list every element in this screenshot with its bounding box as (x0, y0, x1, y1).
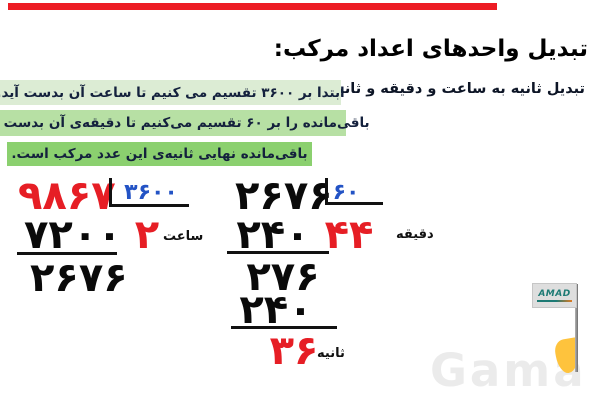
minutes-division-dividend: ۲۶۷۶ (235, 173, 333, 219)
lesson-subtitle: تبدیل ثانیه به ساعت و دقیقه و ثانیه: (324, 81, 585, 97)
hours-division-dividend: ۹۸۶۷ (18, 173, 116, 219)
flag-logo-underline (537, 299, 572, 302)
minutes-division-bracket-horizontal (325, 202, 383, 205)
minutes-division-remainder: ۳۶ (269, 328, 319, 374)
page-title: تبدیل واحدهای اعداد مرکب: (273, 36, 588, 62)
step-1-text: ابتدا بر ۳۶۰۰ تقسیم می کنیم تا ساعت آن ب… (0, 84, 345, 101)
step-box-3: باقی‌مانده نهایی ثانیه‌ی این عدد مرکب اس… (7, 142, 312, 166)
minutes-division-subtraction-line-2 (231, 326, 337, 329)
hours-division-bracket-horizontal (109, 204, 189, 207)
minutes-division-subtracted-2: ۲۴۰ (239, 287, 313, 333)
publisher-flag-logo: AMAD (532, 283, 577, 308)
step-2-text: باقی‌مانده را بر ۶۰ تقسیم می‌کنیم تا دقی… (0, 115, 370, 131)
flag-pole (575, 284, 578, 372)
hours-division-remainder: ۲۶۷۶ (30, 255, 128, 301)
hours-label: ساعت (163, 229, 204, 244)
hours-division-subtraction-line (17, 252, 117, 255)
minutes-division-subtraction-line-1 (227, 251, 329, 254)
hours-division-bracket-vertical (109, 178, 112, 205)
step-3-text: باقی‌مانده نهایی ثانیه‌ی این عدد مرکب اس… (11, 146, 308, 162)
minutes-label: دقیقه (396, 227, 434, 242)
step-box-1: ابتدا بر ۳۶۰۰ تقسیم می کنیم تا ساعت آن ب… (0, 80, 345, 105)
step-box-2: باقی‌مانده را بر ۶۰ تقسیم می‌کنیم تا دقی… (0, 110, 370, 136)
minutes-division-quotient: ۴۴ (324, 212, 374, 258)
seconds-label: ثانیه (317, 346, 345, 361)
hours-division-subtracted: ۷۲۰۰ (24, 212, 122, 258)
minutes-division-brought-down: ۲۷۶ (246, 254, 320, 300)
top-red-bar (8, 3, 497, 10)
minutes-division-divisor: ۶۰ (332, 180, 360, 205)
flag-logo-text: AMAD (538, 288, 571, 299)
hours-division-quotient: ۲ (134, 212, 160, 258)
minutes-division-subtracted-1: ۲۴۰ (236, 212, 310, 258)
minutes-division-bracket-vertical (325, 178, 328, 203)
hours-division-divisor: ۳۶۰۰ (124, 180, 178, 205)
